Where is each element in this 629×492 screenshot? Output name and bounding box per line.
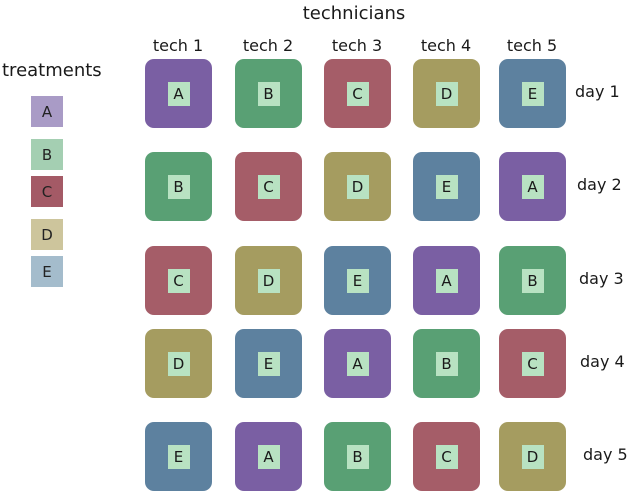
cell-day4-tech1: D: [145, 329, 212, 398]
treatment-label: A: [346, 351, 369, 376]
cell-day5-tech3: B: [324, 422, 391, 491]
row-header-day-5: day 5: [583, 445, 628, 464]
treatment-label: D: [346, 174, 369, 199]
treatment-label: C: [521, 351, 544, 376]
treatment-label: E: [257, 351, 280, 376]
treatment-label: A: [521, 174, 544, 199]
cell-day1-tech4: D: [413, 59, 480, 128]
legend-swatch-e: E: [31, 256, 63, 287]
treatment-label: E: [521, 81, 544, 106]
cell-day2-tech5: A: [499, 152, 566, 221]
cell-day4-tech2: E: [235, 329, 302, 398]
row-header-day-1: day 1: [575, 82, 620, 101]
treatment-label: A: [167, 81, 190, 106]
treatment-label: B: [435, 351, 458, 376]
treatment-label: A: [435, 268, 458, 293]
legend-swatch-c: C: [31, 176, 63, 207]
legend-swatch-d: D: [31, 219, 63, 250]
cell-day4-tech4: B: [413, 329, 480, 398]
cell-day2-tech4: E: [413, 152, 480, 221]
treatment-label: C: [167, 268, 190, 293]
cell-day2-tech1: B: [145, 152, 212, 221]
treatment-label: B: [346, 444, 369, 469]
cell-day3-tech3: E: [324, 246, 391, 315]
cell-day1-tech3: C: [324, 59, 391, 128]
treatment-label: D: [435, 81, 458, 106]
legend-label: D: [41, 225, 53, 244]
treatment-label: B: [257, 81, 280, 106]
treatment-label: D: [521, 444, 544, 469]
legend-label: C: [41, 182, 53, 201]
cell-day1-tech5: E: [499, 59, 566, 128]
legend-label: B: [41, 145, 53, 164]
cell-day5-tech2: A: [235, 422, 302, 491]
cell-day5-tech1: E: [145, 422, 212, 491]
cell-day5-tech5: D: [499, 422, 566, 491]
treatment-label: D: [167, 351, 190, 376]
treatment-label: A: [257, 444, 280, 469]
cell-day4-tech5: C: [499, 329, 566, 398]
cell-day1-tech2: B: [235, 59, 302, 128]
column-header-tech-5: tech 5: [506, 36, 558, 55]
cell-day3-tech4: A: [413, 246, 480, 315]
legend-title: treatments: [2, 60, 102, 81]
cell-day3-tech5: B: [499, 246, 566, 315]
cell-day5-tech4: C: [413, 422, 480, 491]
legend-label: E: [42, 262, 52, 281]
diagram-title: technicians: [0, 3, 629, 29]
cell-day2-tech2: C: [235, 152, 302, 221]
treatment-label: C: [435, 444, 458, 469]
title-text: technicians: [302, 3, 406, 24]
row-header-day-4: day 4: [580, 352, 625, 371]
column-header-tech-3: tech 3: [331, 36, 383, 55]
column-header-tech-1: tech 1: [152, 36, 204, 55]
treatment-label: E: [167, 444, 190, 469]
cell-day3-tech2: D: [235, 246, 302, 315]
treatment-label: B: [167, 174, 190, 199]
treatment-label: E: [346, 268, 369, 293]
legend-swatch-a: A: [31, 96, 63, 127]
legend-swatch-b: B: [31, 139, 63, 170]
legend-label: A: [41, 102, 53, 121]
cell-day1-tech1: A: [145, 59, 212, 128]
treatment-label: E: [435, 174, 458, 199]
treatment-label: C: [257, 174, 280, 199]
column-header-tech-4: tech 4: [420, 36, 472, 55]
column-header-tech-2: tech 2: [242, 36, 294, 55]
row-header-day-2: day 2: [577, 175, 622, 194]
cell-day4-tech3: A: [324, 329, 391, 398]
cell-day2-tech3: D: [324, 152, 391, 221]
row-header-day-3: day 3: [579, 269, 624, 288]
treatment-label: B: [521, 268, 544, 293]
cell-day3-tech1: C: [145, 246, 212, 315]
treatment-label: D: [257, 268, 280, 293]
treatment-label: C: [346, 81, 369, 106]
